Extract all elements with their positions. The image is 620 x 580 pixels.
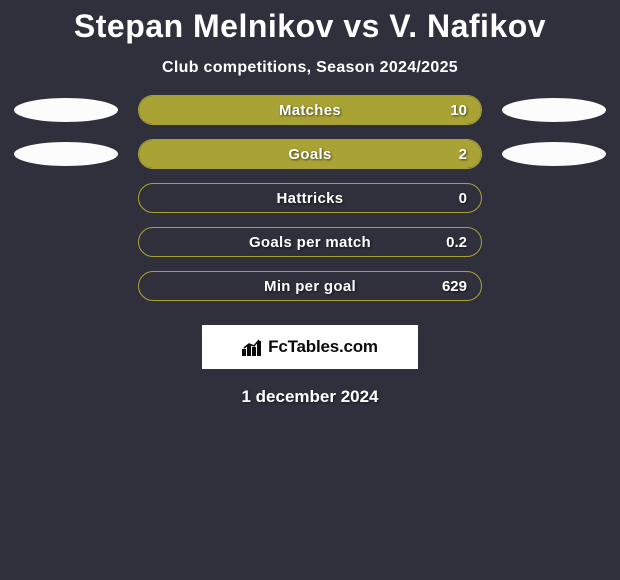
stat-bar: Goals per match0.2 bbox=[138, 227, 482, 257]
stat-value: 0.2 bbox=[446, 228, 467, 256]
stat-row: Matches10 bbox=[0, 95, 620, 125]
brand-box[interactable]: FcTables.com bbox=[202, 325, 418, 369]
stat-row: Goals per match0.2 bbox=[0, 227, 620, 257]
vs-separator: vs bbox=[343, 8, 380, 44]
player1-name: Stepan Melnikov bbox=[74, 8, 334, 44]
stat-row: Hattricks0 bbox=[0, 183, 620, 213]
player2-oval bbox=[502, 142, 606, 166]
stat-value: 629 bbox=[442, 272, 467, 300]
stat-row: Goals2 bbox=[0, 139, 620, 169]
bars-icon bbox=[242, 338, 264, 356]
stat-label: Matches bbox=[139, 96, 481, 124]
stat-label: Goals bbox=[139, 140, 481, 168]
player1-oval bbox=[14, 98, 118, 122]
stats-comparison-card: Stepan Melnikov vs V. Nafikov Club compe… bbox=[0, 0, 620, 407]
page-title: Stepan Melnikov vs V. Nafikov bbox=[0, 8, 620, 45]
stats-rows: Matches10 Goals2 Hattricks0 Goals per match… bbox=[0, 95, 620, 301]
stat-bar: Matches10 bbox=[138, 95, 482, 125]
player2-oval bbox=[502, 98, 606, 122]
stat-bar: Goals2 bbox=[138, 139, 482, 169]
stat-row: Min per goal629 bbox=[0, 271, 620, 301]
player2-name: V. Nafikov bbox=[389, 8, 546, 44]
subtitle: Club competitions, Season 2024/2025 bbox=[0, 59, 620, 77]
stat-label: Hattricks bbox=[139, 184, 481, 212]
brand-text: FcTables.com bbox=[268, 337, 378, 357]
stat-label: Min per goal bbox=[139, 272, 481, 300]
stat-bar: Hattricks0 bbox=[138, 183, 482, 213]
stat-value: 0 bbox=[459, 184, 467, 212]
stat-bar: Min per goal629 bbox=[138, 271, 482, 301]
stat-value: 2 bbox=[459, 140, 467, 168]
stat-label: Goals per match bbox=[139, 228, 481, 256]
player1-oval bbox=[14, 142, 118, 166]
date-text: 1 december 2024 bbox=[0, 387, 620, 407]
stat-value: 10 bbox=[450, 96, 467, 124]
